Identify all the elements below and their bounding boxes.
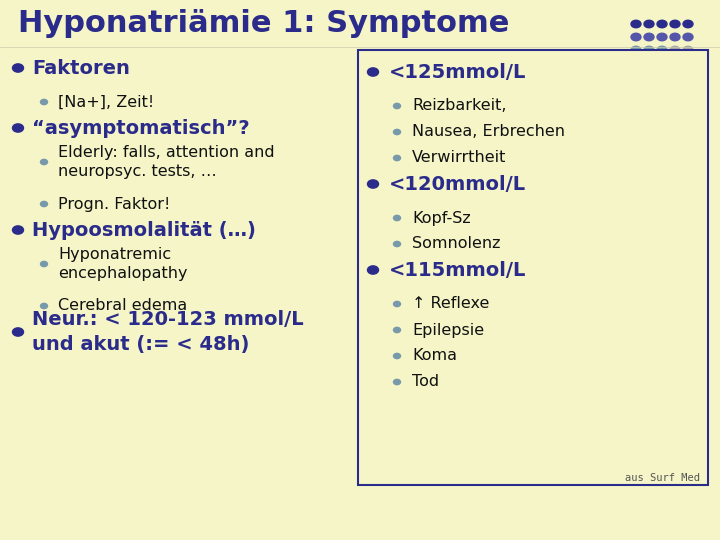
Text: Neur.: < 120-123 mmol/L
und akut (:= < 48h): Neur.: < 120-123 mmol/L und akut (:= < 4… bbox=[32, 310, 304, 354]
Circle shape bbox=[670, 46, 680, 54]
Circle shape bbox=[12, 124, 24, 132]
Circle shape bbox=[657, 72, 667, 80]
Circle shape bbox=[657, 59, 667, 67]
Circle shape bbox=[40, 159, 48, 165]
Text: Hyponatriämie 1: Symptome: Hyponatriämie 1: Symptome bbox=[18, 9, 509, 37]
Circle shape bbox=[683, 20, 693, 28]
Circle shape bbox=[367, 266, 379, 274]
Circle shape bbox=[12, 226, 24, 234]
Circle shape bbox=[394, 327, 400, 333]
Circle shape bbox=[657, 33, 667, 40]
Text: Reizbarkeit,: Reizbarkeit, bbox=[412, 98, 506, 113]
Circle shape bbox=[657, 20, 667, 28]
Text: ↑ Reflexe: ↑ Reflexe bbox=[412, 296, 490, 312]
Text: aus Surf Med: aus Surf Med bbox=[625, 473, 700, 483]
Circle shape bbox=[670, 20, 680, 28]
Circle shape bbox=[367, 68, 379, 76]
Circle shape bbox=[683, 72, 693, 80]
Circle shape bbox=[367, 180, 379, 188]
Text: Cerebral edema: Cerebral edema bbox=[58, 299, 187, 314]
Text: Faktoren: Faktoren bbox=[32, 58, 130, 78]
Text: Hypoosmolalität (…): Hypoosmolalität (…) bbox=[32, 220, 256, 240]
Circle shape bbox=[40, 261, 48, 267]
Text: Elderly: falls, attention and
neuropsyc. tests, …: Elderly: falls, attention and neuropsyc.… bbox=[58, 145, 274, 179]
Circle shape bbox=[670, 59, 680, 67]
Text: Hyponatremic
encephalopathy: Hyponatremic encephalopathy bbox=[58, 247, 187, 281]
Circle shape bbox=[683, 59, 693, 67]
Text: Somnolenz: Somnolenz bbox=[412, 237, 500, 252]
FancyBboxPatch shape bbox=[0, 0, 720, 45]
Text: Koma: Koma bbox=[412, 348, 457, 363]
Text: [Na+], Zeit!: [Na+], Zeit! bbox=[58, 94, 154, 110]
Circle shape bbox=[394, 215, 400, 221]
Circle shape bbox=[394, 103, 400, 109]
Text: “asymptomatisch”?: “asymptomatisch”? bbox=[32, 118, 250, 138]
Text: Progn. Faktor!: Progn. Faktor! bbox=[58, 197, 170, 212]
Text: Tod: Tod bbox=[412, 375, 439, 389]
Circle shape bbox=[40, 201, 48, 207]
Circle shape bbox=[631, 20, 641, 28]
Text: <120mmol/L: <120mmol/L bbox=[389, 174, 526, 193]
Circle shape bbox=[683, 46, 693, 54]
FancyBboxPatch shape bbox=[358, 50, 708, 485]
Circle shape bbox=[631, 72, 641, 80]
Circle shape bbox=[394, 353, 400, 359]
Circle shape bbox=[12, 328, 24, 336]
Text: Epilepsie: Epilepsie bbox=[412, 322, 484, 338]
Circle shape bbox=[394, 156, 400, 160]
Circle shape bbox=[670, 72, 680, 80]
Circle shape bbox=[394, 301, 400, 307]
Circle shape bbox=[644, 33, 654, 40]
Circle shape bbox=[644, 72, 654, 80]
Text: <115mmol/L: <115mmol/L bbox=[389, 260, 526, 280]
Circle shape bbox=[631, 33, 641, 40]
Text: <125mmol/L: <125mmol/L bbox=[389, 63, 526, 82]
Circle shape bbox=[12, 64, 24, 72]
Circle shape bbox=[657, 46, 667, 54]
Circle shape bbox=[631, 46, 641, 54]
Circle shape bbox=[670, 33, 680, 40]
Circle shape bbox=[40, 303, 48, 309]
Text: Verwirrtheit: Verwirrtheit bbox=[412, 151, 506, 165]
Circle shape bbox=[394, 380, 400, 384]
Circle shape bbox=[644, 46, 654, 54]
Circle shape bbox=[394, 130, 400, 134]
Text: Kopf-Sz: Kopf-Sz bbox=[412, 211, 471, 226]
Circle shape bbox=[631, 59, 641, 67]
Circle shape bbox=[644, 20, 654, 28]
Circle shape bbox=[40, 99, 48, 105]
Circle shape bbox=[394, 241, 400, 247]
Circle shape bbox=[683, 33, 693, 40]
Text: Nausea, Erbrechen: Nausea, Erbrechen bbox=[412, 125, 565, 139]
Circle shape bbox=[644, 59, 654, 67]
